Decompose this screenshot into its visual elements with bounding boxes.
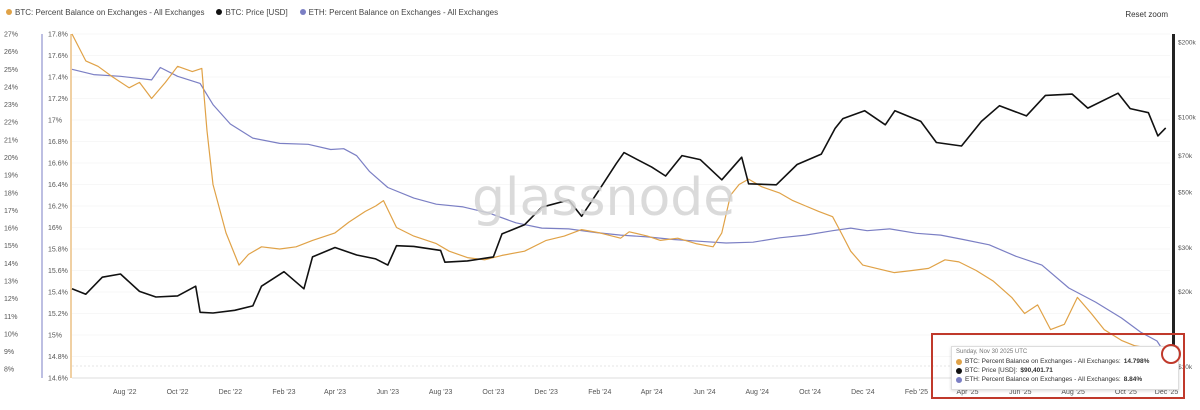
legend-dot-icon [299, 9, 306, 15]
tooltip-value: $90,401.71 [1020, 367, 1053, 374]
tooltip-value: 8.84% [1123, 376, 1143, 383]
y-tick-label-eth: 25% [4, 67, 18, 74]
x-tick-label: Oct '24 [799, 389, 821, 396]
legend-dot-icon [216, 9, 223, 15]
y-tick-label-eth: 11% [4, 314, 18, 321]
y-tick-label-price: $50k [1178, 190, 1193, 197]
x-tick-label: Oct '22 [167, 389, 189, 396]
y-tick-label-price: $30k [1178, 245, 1193, 252]
legend-item[interactable]: BTC: Percent Balance on Exchanges - All … [6, 8, 204, 17]
tooltip-label: BTC: Price [USD]: [965, 367, 1018, 374]
y-tick-label-eth: 20% [4, 155, 18, 162]
x-tick-label: Jun '25 [1009, 389, 1031, 396]
y-tick-label-eth: 13% [4, 278, 18, 285]
tooltip-label: ETH: Percent Balance on Exchanges - All … [965, 376, 1121, 383]
x-tick-label: Feb '24 [588, 389, 611, 396]
x-tick-label: Aug '22 [113, 389, 137, 396]
x-tick-label: Apr '25 [957, 389, 979, 396]
y-tick-label-btc-balance: 14.8% [48, 354, 68, 361]
x-tick-label: Jun '24 [693, 389, 715, 396]
x-tick-label: Dec '25 [1155, 389, 1179, 396]
y-tick-label-btc-balance: 17.6% [48, 53, 68, 60]
legend-label: BTC: Price [USD] [225, 7, 288, 17]
y-tick-label-eth: 27% [4, 32, 18, 39]
watermark-logo: glassnode [472, 168, 736, 228]
y-tick-label-btc-balance: 15.8% [48, 247, 68, 254]
btc-balance-series-line [71, 33, 1166, 359]
y-tick-label-eth: 17% [4, 208, 18, 215]
y-tick-label-btc-balance: 17.8% [48, 32, 68, 39]
y-tick-label-eth: 18% [4, 190, 18, 197]
y-tick-label-eth: 26% [4, 49, 18, 56]
legend-label: ETH: Percent Balance on Exchanges - All … [308, 7, 499, 17]
x-tick-label: Jun '23 [377, 389, 399, 396]
y-tick-label-eth: 22% [4, 120, 18, 127]
zoom-slider-handle[interactable] [1172, 34, 1175, 362]
y-tick-label-eth: 8% [4, 367, 14, 374]
y-tick-label-btc-balance: 14.6% [48, 376, 68, 383]
y-tick-label-btc-balance: 15.2% [48, 311, 68, 318]
btc-price-series-line [71, 92, 1167, 314]
y-tick-label-eth: 24% [4, 84, 18, 91]
x-tick-label: Dec '23 [534, 389, 558, 396]
tooltip-value: 14.798% [1123, 358, 1150, 365]
legend-item[interactable]: BTC: Price [USD] [216, 7, 288, 17]
y-tick-label-eth: 12% [4, 296, 18, 303]
y-tick-label-price: $10k [1178, 364, 1193, 371]
chart-tooltip: Sunday, Nov 30 2025 UTC BTC: Percent Bal… [951, 346, 1179, 390]
y-tick-label-btc-balance: 17.4% [48, 75, 68, 82]
legend-item[interactable]: ETH: Percent Balance on Exchanges - All … [299, 7, 499, 17]
y-tick-label-eth: 10% [4, 331, 18, 338]
x-tick-label: Apr '24 [641, 389, 663, 396]
y-tick-label-btc-balance: 16.6% [48, 161, 68, 168]
reset-zoom-button[interactable]: Reset zoom [1121, 8, 1172, 21]
tooltip-row-eth-balance: ETH: Percent Balance on Exchanges - All … [956, 375, 1174, 384]
y-tick-label-btc-balance: 16.4% [48, 182, 68, 189]
x-tick-label: Dec '24 [851, 389, 875, 396]
legend-dot-icon [6, 9, 12, 15]
y-tick-label-eth: 21% [4, 137, 18, 144]
y-tick-label-btc-balance: 16.2% [48, 204, 68, 211]
tooltip-dot-icon [956, 367, 962, 374]
y-tick-label-eth: 9% [4, 349, 14, 356]
y-tick-label-price: $70k [1178, 153, 1193, 160]
tooltip-row-btc-balance: BTC: Percent Balance on Exchanges - All … [956, 357, 1174, 366]
x-tick-label: Aug '25 [1061, 389, 1085, 396]
y-tick-label-btc-balance: 15.6% [48, 268, 68, 275]
y-tick-label-btc-balance: 17% [48, 118, 62, 125]
y-tick-label-btc-balance: 16% [48, 225, 62, 232]
x-tick-label: Feb '23 [272, 389, 295, 396]
y-tick-label-btc-balance: 15.4% [48, 290, 68, 297]
x-tick-label: Aug '23 [429, 389, 453, 396]
x-tick-label: Oct '23 [482, 389, 504, 396]
tooltip-date: Sunday, Nov 30 2025 UTC [956, 349, 1028, 355]
x-tick-label: Dec '22 [219, 389, 243, 396]
tooltip-label: BTC: Percent Balance on Exchanges - All … [965, 358, 1121, 365]
x-tick-label: Aug '24 [746, 389, 770, 396]
x-tick-label: Feb '25 [905, 389, 928, 396]
y-tick-label-btc-balance: 16.8% [48, 139, 68, 146]
chart-legend: BTC: Percent Balance on Exchanges - All … [6, 4, 498, 20]
x-tick-label: Apr '23 [324, 389, 346, 396]
y-tick-label-price: $20k [1178, 289, 1193, 296]
y-tick-label-price: $200k [1178, 39, 1196, 46]
y-tick-label-btc-balance: 15% [48, 333, 62, 340]
y-tick-label-eth: 14% [4, 261, 18, 268]
y-tick-label-eth: 15% [4, 243, 18, 250]
legend-label: BTC: Percent Balance on Exchanges - All … [15, 7, 205, 17]
y-tick-label-eth: 16% [4, 226, 18, 233]
tooltip-dot-icon [956, 376, 962, 383]
tooltip-row-btc-price: BTC: Price [USD]: $90,401.71 [956, 366, 1174, 375]
y-tick-label-eth: 23% [4, 102, 18, 109]
y-tick-label-eth: 19% [4, 173, 18, 180]
tooltip-dot-icon [956, 358, 962, 365]
y-tick-label-price: $100k [1178, 114, 1196, 121]
x-tick-label: Oct '25 [1115, 389, 1137, 396]
y-tick-label-btc-balance: 17.2% [48, 96, 68, 103]
